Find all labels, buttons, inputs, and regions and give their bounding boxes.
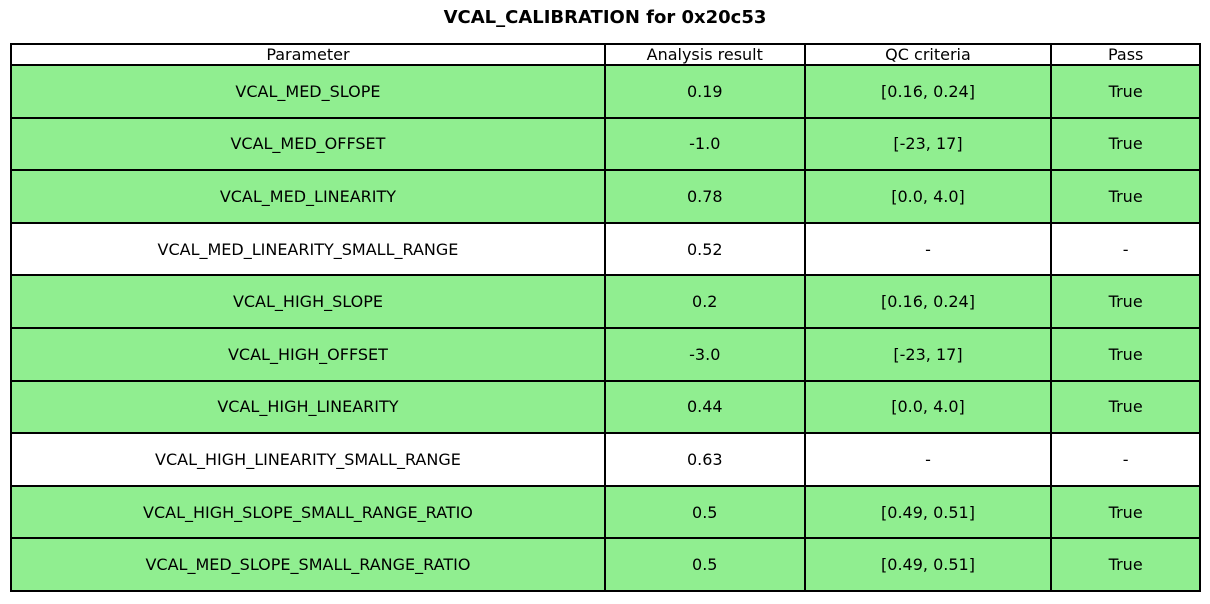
table-row: VCAL_HIGH_SLOPE 0.2 [0.16, 0.24] True bbox=[10, 274, 1201, 329]
qc-criteria-cell: [0.16, 0.24] bbox=[803, 64, 1053, 119]
qc-criteria-cell: - bbox=[803, 221, 1053, 277]
table-row: VCAL_MED_LINEARITY_SMALL_RANGE 0.52- - bbox=[10, 221, 1201, 277]
pass-cell: - bbox=[1050, 432, 1201, 487]
analysis-result-cell: -1.0 bbox=[603, 116, 806, 172]
pass-cell: True bbox=[1050, 64, 1201, 119]
pass-cell: - bbox=[1050, 221, 1201, 277]
pass-cell: True bbox=[1050, 537, 1201, 592]
table-header: Parameter Analysis result QC criteria Pa… bbox=[10, 43, 1201, 66]
table-row: VCAL_HIGH_LINEARITY 0.44 [0.0, 4.0] True bbox=[10, 379, 1201, 435]
analysis-result-cell: 0.5 bbox=[603, 484, 806, 540]
analysis-result-cell: 0.19 bbox=[603, 64, 806, 119]
table-row: VCAL_HIGH_LINEARITY_SMALL_RANGE 0.63- - bbox=[10, 432, 1201, 487]
pass-cell: True bbox=[1050, 379, 1201, 435]
parameter-cell: VCAL_HIGH_OFFSET bbox=[10, 326, 606, 382]
qc-criteria-cell: [-23, 17] bbox=[803, 116, 1053, 172]
analysis-result-cell: 0.44 bbox=[603, 379, 806, 435]
analysis-result-cell: 0.63 bbox=[603, 432, 806, 487]
qc-criteria-cell: [0.0, 4.0] bbox=[803, 379, 1053, 435]
pass-cell: True bbox=[1050, 169, 1201, 224]
qc-criteria-cell: [0.0, 4.0] bbox=[803, 169, 1053, 224]
parameter-cell: VCAL_HIGH_SLOPE bbox=[10, 274, 606, 329]
qc-criteria-cell: [0.49, 0.51] bbox=[803, 484, 1053, 540]
qc-criteria-cell: [0.49, 0.51] bbox=[803, 537, 1053, 592]
pass-cell: True bbox=[1050, 274, 1201, 329]
column-header-qc-criteria: QC criteria bbox=[803, 43, 1053, 66]
pass-cell: True bbox=[1050, 484, 1201, 540]
parameter-cell: VCAL_HIGH_SLOPE_SMALL_RANGE_RATIO bbox=[10, 484, 606, 540]
parameter-cell: VCAL_MED_SLOPE_SMALL_RANGE_RATIO bbox=[10, 537, 606, 592]
parameter-cell: VCAL_MED_OFFSET bbox=[10, 116, 606, 172]
table-row: VCAL_MED_SLOPE 0.19 [0.16, 0.24] True bbox=[10, 64, 1201, 119]
qc-criteria-cell: [-23, 17] bbox=[803, 326, 1053, 382]
analysis-result-cell: 0.5 bbox=[603, 537, 806, 592]
table-row: VCAL_MED_LINEARITY 0.78 [0.0, 4.0] True bbox=[10, 169, 1201, 224]
table-row: VCAL_HIGH_OFFSET -3.0 [-23, 17] True bbox=[10, 326, 1201, 382]
table-row: VCAL_MED_OFFSET -1.0 [-23, 17] True bbox=[10, 116, 1201, 172]
parameter-cell: VCAL_MED_SLOPE bbox=[10, 64, 606, 119]
parameter-cell: VCAL_HIGH_LINEARITY bbox=[10, 379, 606, 435]
column-header-pass: Pass bbox=[1050, 43, 1201, 66]
figure-title: VCAL_CALIBRATION for 0x20c53 bbox=[443, 7, 767, 28]
table-row: VCAL_HIGH_SLOPE_SMALL_RANGE_RATIO 0.5 [0.4… bbox=[10, 484, 1201, 540]
column-header-analysis-result: Analysis result bbox=[603, 43, 806, 66]
table-body: VCAL_MED_SLOPE 0.19 [0.16, 0.24] True VCAL_M… bbox=[10, 64, 1201, 592]
analysis-result-cell: 0.52 bbox=[603, 221, 806, 277]
analysis-result-cell: 0.2 bbox=[603, 274, 806, 329]
qc-criteria-cell: [0.16, 0.24] bbox=[803, 274, 1053, 329]
qc-criteria-table: Parameter Analysis result QC criteria Pa… bbox=[10, 43, 1201, 592]
pass-cell: True bbox=[1050, 326, 1201, 382]
parameter-cell: VCAL_HIGH_LINEARITY_SMALL_RANGE bbox=[10, 432, 606, 487]
analysis-result-cell: -3.0 bbox=[603, 326, 806, 382]
parameter-cell: VCAL_MED_LINEARITY_SMALL_RANGE bbox=[10, 221, 606, 277]
qc-criteria-cell: - bbox=[803, 432, 1053, 487]
pass-cell: True bbox=[1050, 116, 1201, 172]
parameter-cell: VCAL_MED_LINEARITY bbox=[10, 169, 606, 224]
table-row: VCAL_MED_SLOPE_SMALL_RANGE_RATIO 0.5 [0.49… bbox=[10, 537, 1201, 592]
column-header-parameter: Parameter bbox=[10, 43, 606, 66]
header-row: Parameter Analysis result QC criteria Pa… bbox=[10, 43, 1201, 66]
analysis-result-cell: 0.78 bbox=[603, 169, 806, 224]
